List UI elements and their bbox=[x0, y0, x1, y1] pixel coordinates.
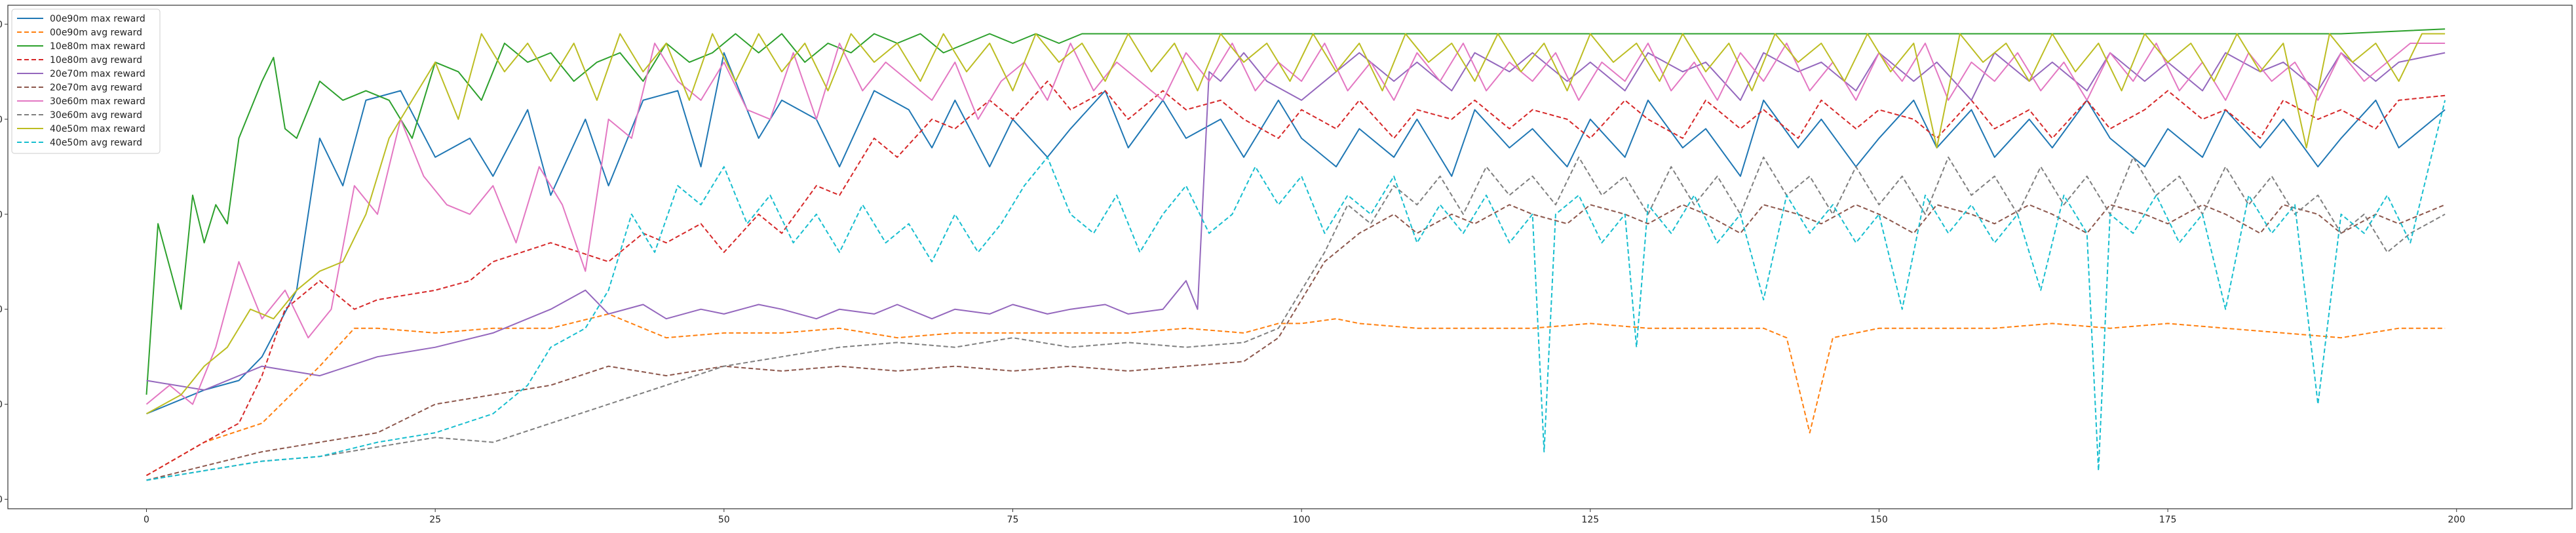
x-tick-label: 75 bbox=[1007, 515, 1019, 525]
legend-label: 30e60m max reward bbox=[50, 96, 145, 107]
y-tick-label: 0 bbox=[0, 495, 3, 505]
x-axis: 0 25 50 75 100 125 150 175 200 bbox=[144, 509, 2465, 525]
legend-label: 10e80m avg reward bbox=[50, 55, 142, 66]
legend-frame bbox=[11, 9, 161, 154]
legend-label: 00e90m max reward bbox=[50, 14, 145, 24]
legend: 00e90m max reward 00e90m avg reward 10e80m… bbox=[11, 9, 161, 154]
y-tick-label: 300 bbox=[0, 210, 3, 220]
x-tick-label: 150 bbox=[1870, 515, 1888, 525]
plot-area bbox=[7, 5, 2573, 509]
series-line bbox=[146, 156, 2446, 481]
x-tick-label: 0 bbox=[144, 515, 149, 525]
legend-label: 40e50m max reward bbox=[50, 124, 145, 134]
series-line bbox=[146, 100, 2446, 481]
legend-label: 30e60m avg reward bbox=[50, 110, 142, 121]
x-tick-label: 50 bbox=[718, 515, 730, 525]
y-tick-label: 500 bbox=[0, 20, 3, 30]
series-line bbox=[145, 43, 2446, 405]
x-tick-label: 25 bbox=[429, 515, 441, 525]
legend-label: 10e80m max reward bbox=[50, 41, 145, 52]
x-tick-label: 125 bbox=[1581, 515, 1599, 525]
x-tick-label: 200 bbox=[2448, 515, 2465, 525]
series-line bbox=[146, 52, 2446, 415]
series-line bbox=[146, 80, 2446, 477]
series-line bbox=[146, 313, 2446, 477]
legend-label: 20e70m avg reward bbox=[50, 83, 142, 93]
y-tick-label: 400 bbox=[0, 115, 3, 125]
legend-label: 40e50m avg reward bbox=[50, 138, 142, 148]
legend-label: 20e70m max reward bbox=[50, 69, 145, 79]
y-tick-label: 200 bbox=[0, 305, 3, 315]
series-layer bbox=[145, 28, 2446, 481]
series-line bbox=[145, 28, 2446, 395]
series-line bbox=[146, 33, 2446, 414]
legend-label: 00e90m avg reward bbox=[50, 28, 142, 38]
y-axis: 0 100 200 300 400 500 bbox=[0, 20, 8, 505]
x-tick-label: 175 bbox=[2159, 515, 2177, 525]
x-tick-label: 100 bbox=[1293, 515, 1311, 525]
y-tick-label: 100 bbox=[0, 400, 3, 410]
